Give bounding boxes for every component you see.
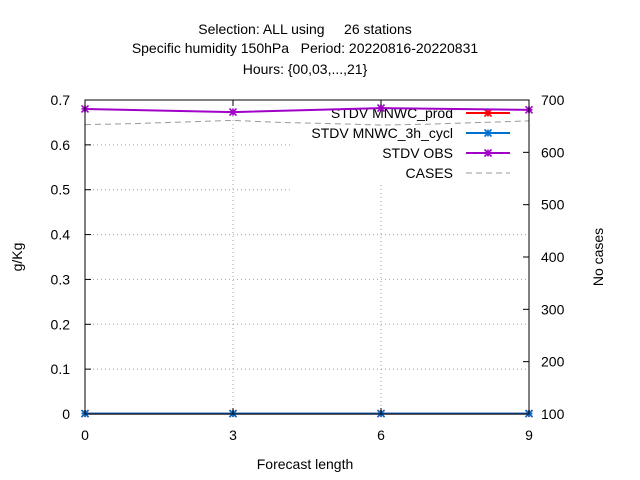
grid-lines — [85, 100, 529, 414]
chart-title-line-2: Specific humidity 150hPa Period: 2022081… — [132, 40, 479, 56]
y2-tick-label: 100 — [541, 406, 565, 422]
legend-label-stdv-obs: STDV OBS — [382, 145, 453, 161]
chart-title-line-1: Selection: ALL using 26 stations — [198, 21, 412, 37]
legend-label-stdv-mnwc-3h-cycl: STDV MNWC_3h_cycl — [311, 125, 453, 141]
x-tick-label: 3 — [229, 427, 237, 443]
legend-marker-stdv-mnwc-prod — [483, 108, 493, 118]
cases-series-layer — [84, 119, 530, 126]
y2-tick-label: 600 — [541, 144, 565, 160]
plot-frame — [84, 99, 530, 415]
y2-tick-label: 500 — [541, 197, 565, 213]
axis-ticks: 0 0.1 0.2 0.3 0.4 0.5 0.6 0.7 100 200 300 400 500 600… — [51, 92, 565, 443]
y-tick-label: 0.1 — [51, 361, 71, 377]
x-axis-label: Forecast length — [257, 456, 354, 472]
x-tick-label: 9 — [525, 427, 533, 443]
y-tick-label: 0.4 — [51, 227, 71, 243]
data-point-stdv-obs — [376, 104, 386, 113]
legend-marker-stdv-obs — [483, 148, 493, 158]
chart-title-line-3: Hours: {00,03,...,21} — [243, 61, 368, 77]
y-tick-label: 0.5 — [51, 182, 71, 198]
y-tick-label: 0.7 — [51, 92, 71, 108]
x-tick-label: 0 — [81, 427, 89, 443]
y2-tick-label: 200 — [541, 354, 565, 370]
data-point-stdv-obs — [228, 108, 238, 117]
series-line-stdv-obs — [84, 107, 530, 114]
series-line-cases — [84, 119, 530, 126]
y2-tick-label: 300 — [541, 301, 565, 317]
x-tick-label: 6 — [377, 427, 385, 443]
legend-label-cases: CASES — [406, 165, 453, 181]
y-tick-label: 0 — [62, 406, 70, 422]
y2-tick-label: 700 — [541, 92, 565, 108]
y-axis-label: g/Kg — [9, 243, 25, 272]
y-tick-label: 0.3 — [51, 271, 71, 287]
y-tick-label: 0.6 — [51, 137, 71, 153]
legend-marker-stdv-mnwc-3h-cycl — [483, 128, 493, 138]
y2-axis-label: No cases — [590, 228, 606, 286]
y-tick-label: 0.2 — [51, 316, 71, 332]
y2-tick-label: 400 — [541, 249, 565, 265]
